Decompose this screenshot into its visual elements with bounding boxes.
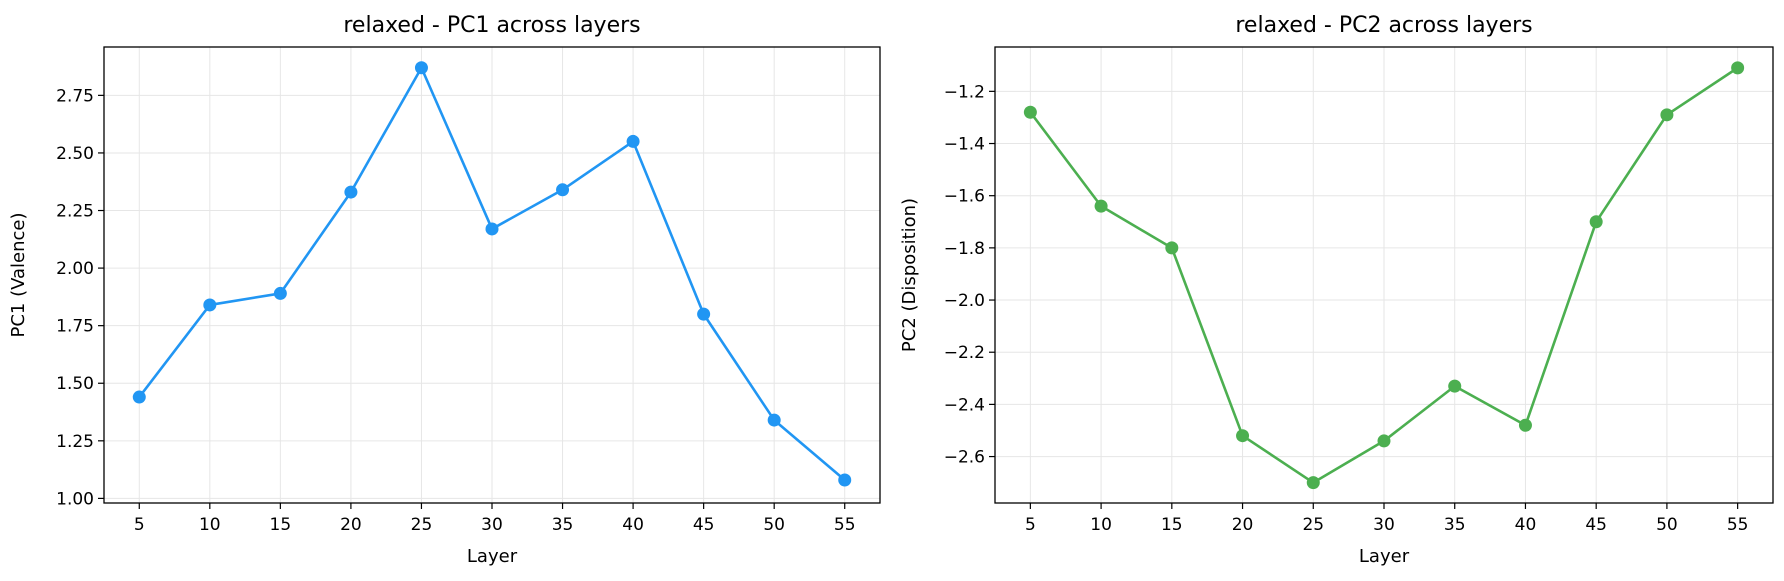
pc2-data-point <box>1306 476 1320 490</box>
pc1-chart-title: relaxed - PC1 across layers <box>343 13 640 38</box>
pc2-chart-title: relaxed - PC2 across layers <box>1235 13 1532 38</box>
pc2-y-tick-label: −1.6 <box>944 187 985 207</box>
pc1-data-point <box>414 61 428 75</box>
pc1-data-point <box>767 413 781 427</box>
pc1-x-tick-label: 45 <box>693 515 715 535</box>
pc1-data-point <box>273 286 287 300</box>
pc1-y-tick-label: 1.00 <box>56 489 94 509</box>
pc1-x-tick-label: 10 <box>199 515 221 535</box>
pc1-y-axis-label: PC1 (Valence) <box>8 212 29 337</box>
pc2-x-tick-label: 30 <box>1373 515 1395 535</box>
pc2-x-tick-label: 35 <box>1444 515 1466 535</box>
pc2-x-tick-label: 10 <box>1090 515 1112 535</box>
pc1-x-tick-label: 50 <box>763 515 785 535</box>
pc2-y-tick-label: −2.6 <box>944 448 985 468</box>
pc1-x-tick-label: 30 <box>481 515 503 535</box>
pc1-data-point <box>344 185 358 199</box>
pc2-x-tick-label: 40 <box>1515 515 1537 535</box>
pc2-x-tick-label: 20 <box>1232 515 1254 535</box>
pc1-data-point <box>485 222 499 236</box>
pc2-plot-frame <box>994 46 1774 504</box>
pc2-data-point <box>1589 215 1603 229</box>
pc2-x-tick-label: 5 <box>1025 515 1036 535</box>
pc2-x-tick-label: 55 <box>1727 515 1749 535</box>
pc2-y-tick-label: −1.4 <box>944 135 985 155</box>
pc2-chart: 5 10 15 20 25 30 35 40 45 50 55 −2.6 −2.4 −2.2 −2.0 −1.… <box>899 13 1774 567</box>
pc2-data-point <box>1165 241 1179 255</box>
pc1-data-point <box>556 183 570 197</box>
pc1-data-point <box>697 307 711 321</box>
pc1-y-tick-label: 2.25 <box>56 202 94 222</box>
pc2-x-tick-label: 25 <box>1302 515 1324 535</box>
pc2-data-point <box>1094 199 1108 213</box>
pc2-data-point <box>1023 105 1037 119</box>
pc1-y-tick-label: 2.00 <box>56 259 94 279</box>
pc1-x-tick-label: 15 <box>270 515 292 535</box>
pc1-y-tick-label: 1.75 <box>56 317 94 337</box>
pc2-y-axis-label: PC2 (Disposition) <box>899 198 920 352</box>
pc2-y-tick-label: −2.2 <box>944 343 985 363</box>
pc2-data-point <box>1377 434 1391 448</box>
pc1-data-point <box>132 390 146 404</box>
pc1-x-tick-label: 35 <box>552 515 574 535</box>
pc1-x-tick-label: 20 <box>340 515 362 535</box>
pc2-data-point <box>1660 108 1674 122</box>
pc2-data-point <box>1236 429 1250 443</box>
pc1-data-point <box>203 298 217 312</box>
pc2-data-point <box>1518 418 1532 432</box>
pc2-y-tick-label: −1.8 <box>944 239 985 259</box>
pc2-y-tick-label: −1.2 <box>944 82 985 102</box>
pc2-x-axis-label: Layer <box>1359 546 1410 567</box>
pc2-data-point <box>1731 61 1745 75</box>
pc1-y-tick-label: 2.75 <box>56 86 94 106</box>
pc1-x-tick-label: 5 <box>134 515 145 535</box>
pc1-x-axis-label: Layer <box>467 546 518 567</box>
pc1-x-tick-label: 55 <box>834 515 856 535</box>
pc1-y-tick-label: 1.25 <box>56 432 94 452</box>
pc2-y-tick-label: −2.0 <box>944 291 985 311</box>
pc2-y-tick-label: −2.4 <box>944 395 985 415</box>
pc1-chart: 5 10 15 20 25 30 35 40 45 50 55 1.00 1.25 1.50 1.75 2.0… <box>8 13 881 567</box>
pc2-x-tick-label: 50 <box>1656 515 1678 535</box>
pc1-plot-frame <box>103 46 881 504</box>
pc1-data-point <box>626 134 640 148</box>
pc1-data-point <box>838 473 852 487</box>
pc1-y-tick-label: 2.50 <box>56 144 94 164</box>
pc2-data-point <box>1448 379 1462 393</box>
pc1-y-tick-label: 1.50 <box>56 374 94 394</box>
pc2-x-tick-label: 45 <box>1585 515 1607 535</box>
pc2-x-tick-label: 15 <box>1161 515 1183 535</box>
pc1-x-tick-label: 40 <box>622 515 644 535</box>
pc1-x-tick-label: 25 <box>411 515 433 535</box>
